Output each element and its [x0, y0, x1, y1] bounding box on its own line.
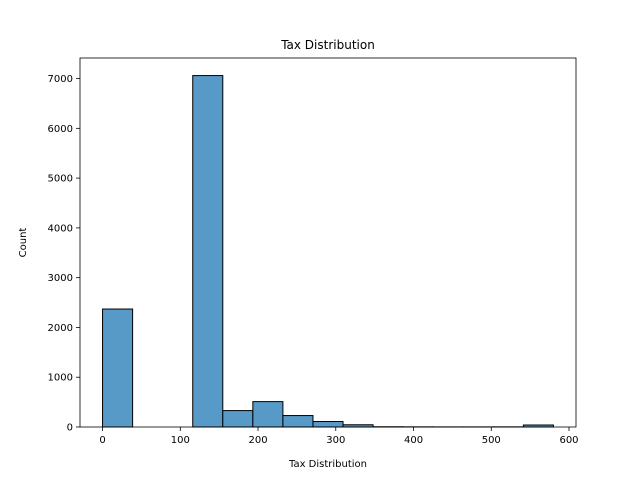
y-axis-ticks: 0 1000 2000 3000 4000 5000 6000 7000: [48, 74, 80, 434]
y-tick-label: 1000: [48, 373, 73, 384]
x-tick-label: 0: [99, 435, 105, 446]
y-tick-label: 0: [67, 423, 73, 434]
histogram-bar: [192, 75, 224, 428]
plot-frame: [79, 57, 577, 428]
x-tick-label: 300: [326, 435, 345, 446]
x-axis-ticks: 0 100 200 300 400 500 600: [99, 427, 579, 446]
y-tick-label: 7000: [48, 74, 73, 85]
histogram-bar: [252, 401, 284, 428]
y-tick-label: 3000: [48, 273, 73, 284]
histogram-bars: [102, 75, 554, 428]
y-tick-label: 2000: [48, 323, 73, 334]
histogram-bar: [282, 415, 314, 428]
y-tick-label: 5000: [48, 174, 73, 185]
histogram-bar: [222, 410, 254, 428]
chart-title: Tax Distribution: [280, 38, 375, 52]
x-tick-label: 500: [482, 435, 501, 446]
y-tick-label: 6000: [48, 124, 73, 135]
x-tick-label: 200: [248, 435, 267, 446]
y-tick-label: 4000: [48, 223, 73, 234]
histogram-bar: [312, 421, 344, 428]
x-tick-label: 400: [404, 435, 423, 446]
x-tick-label: 600: [559, 435, 578, 446]
y-axis-label: Count: [18, 228, 29, 258]
x-axis-label: Tax Distribution: [288, 459, 367, 470]
histogram-bar: [102, 308, 134, 428]
x-tick-label: 100: [171, 435, 190, 446]
